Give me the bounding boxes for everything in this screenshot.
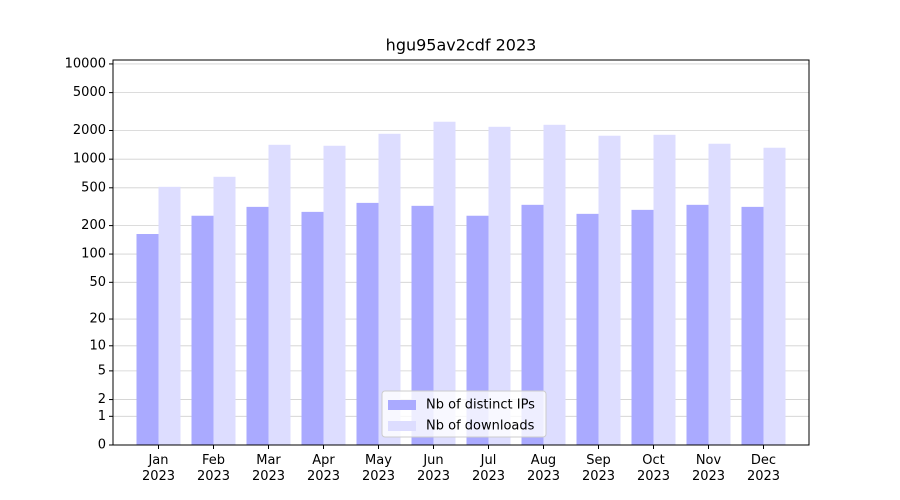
bar: [411, 205, 434, 445]
bar: [356, 202, 379, 445]
x-tick-label: Jun 2023: [416, 453, 451, 484]
x-tick-label: Oct 2023: [636, 453, 671, 484]
x-tick-label: Feb 2023: [196, 453, 231, 484]
plot-frame: [112, 59, 810, 446]
legend-swatch: [388, 421, 416, 431]
legend-swatch: [388, 400, 416, 410]
bar: [466, 215, 489, 445]
bar: [686, 204, 709, 445]
x-tick-label: Apr 2023: [306, 453, 341, 484]
legend-label: Nb of distinct IPs: [426, 398, 535, 413]
legend-box: [381, 390, 547, 438]
y-tick-label: 200: [81, 218, 106, 233]
y-tick-label: 20: [89, 312, 106, 327]
bar: [301, 211, 324, 445]
y-tick-label: 500: [81, 180, 106, 195]
legend: Nb of distinct IPs Nb of downloads: [381, 390, 547, 438]
bar: [191, 215, 214, 445]
y-tick-label: 0: [98, 438, 106, 453]
bar: [576, 213, 599, 445]
y-tick-label: 2: [98, 392, 106, 407]
bar: [136, 234, 159, 445]
x-tick-label: May 2023: [361, 453, 396, 484]
bar: [741, 206, 764, 445]
y-tick-label: 10: [89, 338, 106, 353]
y-tick-label: 10000: [65, 56, 106, 71]
bar: [543, 124, 566, 446]
x-tick-label: Jan 2023: [141, 453, 176, 484]
y-tick-label: 1000: [73, 152, 106, 167]
x-tick-label: Sep 2023: [581, 453, 616, 484]
bar: [246, 206, 269, 445]
bar: [763, 147, 786, 445]
y-tick-label: 100: [81, 247, 106, 262]
x-tick-label: Dec 2023: [746, 453, 781, 484]
bar: [521, 204, 544, 445]
y-tick-label: 50: [89, 275, 106, 290]
bar: [323, 145, 346, 445]
bar: [213, 176, 236, 446]
y-tick-label: 5000: [73, 85, 106, 100]
bar: [598, 135, 621, 446]
x-tick-label: Nov 2023: [691, 453, 726, 484]
bar: [488, 126, 511, 445]
bar: [378, 133, 401, 445]
bar: [433, 121, 456, 445]
bar: [708, 143, 731, 446]
chart-title: hgu95av2cdf 2023: [386, 36, 537, 55]
y-tick-label: 5: [98, 363, 106, 378]
legend-label: Nb of downloads: [426, 419, 535, 434]
bar: [268, 144, 291, 446]
bar: [158, 186, 181, 446]
x-tick-label: Mar 2023: [251, 453, 286, 484]
x-tick-label: Jul 2023: [471, 453, 506, 484]
bar: [653, 134, 676, 445]
y-tick-label: 1: [98, 409, 106, 424]
x-tick-label: Aug 2023: [526, 453, 561, 484]
bar: [631, 209, 654, 445]
y-tick-label: 2000: [73, 123, 106, 138]
